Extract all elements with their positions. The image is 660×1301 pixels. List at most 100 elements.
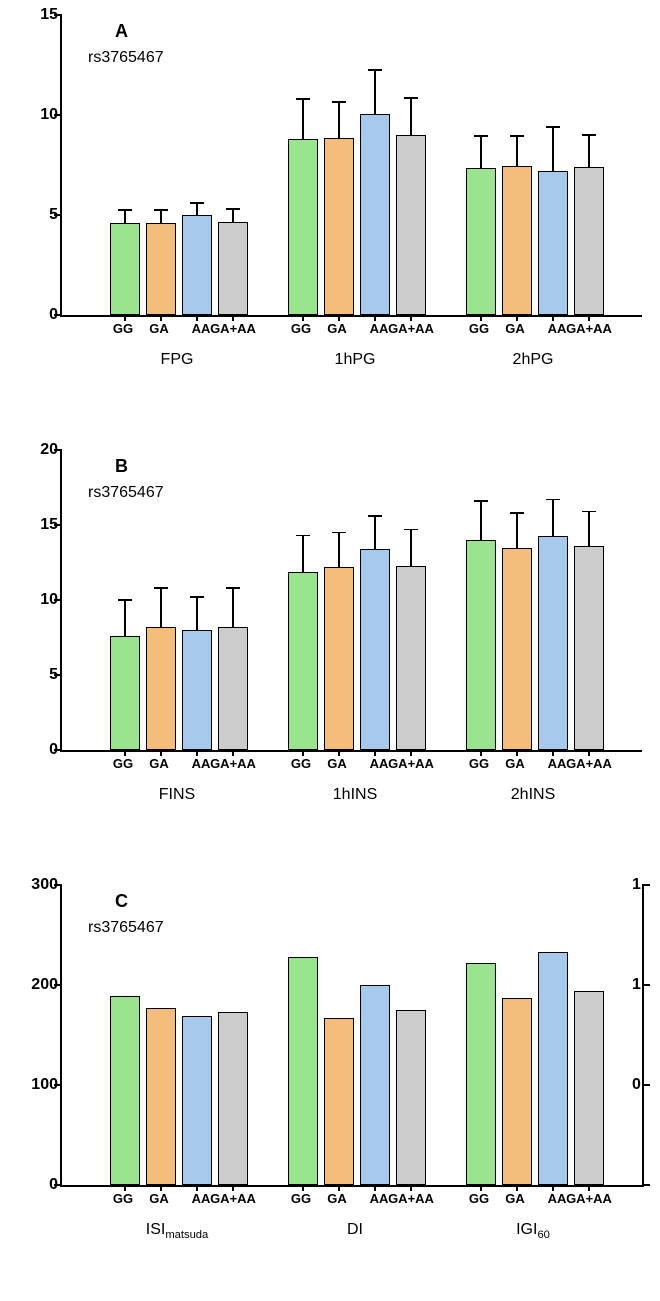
xtick-label: GA	[327, 321, 347, 336]
error-cap	[510, 512, 524, 514]
bar-GA+AA	[218, 1012, 248, 1185]
bar-GA+AA	[574, 546, 604, 750]
ytick-label: 15	[18, 516, 58, 534]
ytick-label-right: 0	[632, 1076, 660, 1094]
group-label: ISImatsuda	[146, 1221, 208, 1241]
bar-GA	[146, 223, 176, 315]
error-bar	[480, 136, 482, 168]
bar-GG	[110, 636, 140, 750]
error-bar	[410, 530, 412, 566]
bar-AA	[538, 536, 568, 751]
error-cap	[226, 587, 240, 589]
ytick-right	[642, 1184, 650, 1186]
error-bar	[552, 127, 554, 171]
xtick-label: GA	[149, 321, 169, 336]
error-bar	[160, 588, 162, 627]
xtick-label: AA	[548, 756, 567, 771]
xtick-label: GA+AA	[566, 321, 612, 336]
error-bar	[552, 500, 554, 536]
panel-letter: C	[115, 891, 128, 912]
error-cap	[118, 209, 132, 211]
group-label: IGI60	[516, 1221, 550, 1241]
bar-GG	[288, 572, 318, 751]
group-label: 1hINS	[333, 786, 377, 804]
error-bar	[196, 597, 198, 630]
error-bar	[374, 516, 376, 549]
error-bar	[302, 99, 304, 139]
xtick-label: GG	[113, 1191, 133, 1206]
xtick-label: GG	[113, 321, 133, 336]
bar-AA	[538, 171, 568, 315]
bar-GA	[324, 138, 354, 315]
bar-GA+AA	[218, 222, 248, 315]
xtick-label: AA	[370, 756, 389, 771]
xtick-label: AA	[192, 321, 211, 336]
bar-AA	[360, 114, 390, 315]
xtick-label: GA	[149, 756, 169, 771]
ytick-label: 100	[18, 1076, 58, 1094]
xtick-label: GG	[469, 756, 489, 771]
error-cap	[296, 535, 310, 537]
error-cap	[510, 135, 524, 137]
bar-GA	[502, 166, 532, 315]
xtick-label: AA	[370, 1191, 389, 1206]
xtick-label: GG	[113, 756, 133, 771]
bar-AA	[360, 549, 390, 750]
ytick-label: 300	[18, 876, 58, 894]
error-bar	[338, 533, 340, 568]
ytick-label: 0	[18, 741, 58, 759]
error-bar	[302, 536, 304, 572]
ytick-label-right: 1	[632, 976, 660, 994]
bar-GG	[466, 540, 496, 750]
xtick-label: AA	[548, 321, 567, 336]
error-cap	[296, 98, 310, 100]
xtick-label: AA	[548, 1191, 567, 1206]
xtick-label: GG	[291, 756, 311, 771]
bar-AA	[360, 985, 390, 1185]
bar-GA+AA	[574, 167, 604, 315]
error-cap	[404, 97, 418, 99]
bar-GA+AA	[396, 566, 426, 751]
xtick-label: GA+AA	[566, 756, 612, 771]
error-bar	[232, 588, 234, 627]
error-bar	[480, 501, 482, 540]
bar-GA+AA	[396, 135, 426, 315]
bar-GA	[324, 567, 354, 750]
error-cap	[582, 511, 596, 513]
group-label: 1hPG	[335, 351, 376, 369]
ytick-label: 200	[18, 976, 58, 994]
ytick-label: 5	[18, 666, 58, 684]
bar-AA	[538, 952, 568, 1185]
bar-AA	[182, 630, 212, 750]
ytick-label: 0	[18, 306, 58, 324]
error-cap	[368, 69, 382, 71]
error-cap	[332, 532, 346, 534]
error-bar	[588, 512, 590, 547]
ytick-label-right: 1	[632, 876, 660, 894]
panel-B: 05101520Brs3765467GGGAAAGA+AAFINSGGGAAAG…	[40, 440, 650, 830]
ytick-label: 15	[18, 6, 58, 24]
bar-GG	[110, 223, 140, 315]
error-cap	[118, 599, 132, 601]
panel-subtitle: rs3765467	[88, 919, 164, 937]
error-cap	[404, 529, 418, 531]
error-bar	[124, 600, 126, 636]
bar-GG	[288, 139, 318, 315]
error-bar	[160, 210, 162, 223]
bar-GA	[146, 627, 176, 750]
xtick-label: GA	[505, 321, 525, 336]
error-bar	[374, 70, 376, 114]
xtick-label: AA	[192, 1191, 211, 1206]
error-cap	[332, 101, 346, 103]
error-cap	[190, 202, 204, 204]
xtick-label: GG	[469, 1191, 489, 1206]
bar-GA+AA	[218, 627, 248, 750]
group-label: FINS	[159, 786, 195, 804]
error-cap	[368, 515, 382, 517]
xtick-label: GA	[505, 1191, 525, 1206]
panel-letter: A	[115, 21, 128, 42]
xtick-label: GA	[327, 756, 347, 771]
panel-letter: B	[115, 456, 128, 477]
error-bar	[516, 513, 518, 548]
ytick-label: 5	[18, 206, 58, 224]
